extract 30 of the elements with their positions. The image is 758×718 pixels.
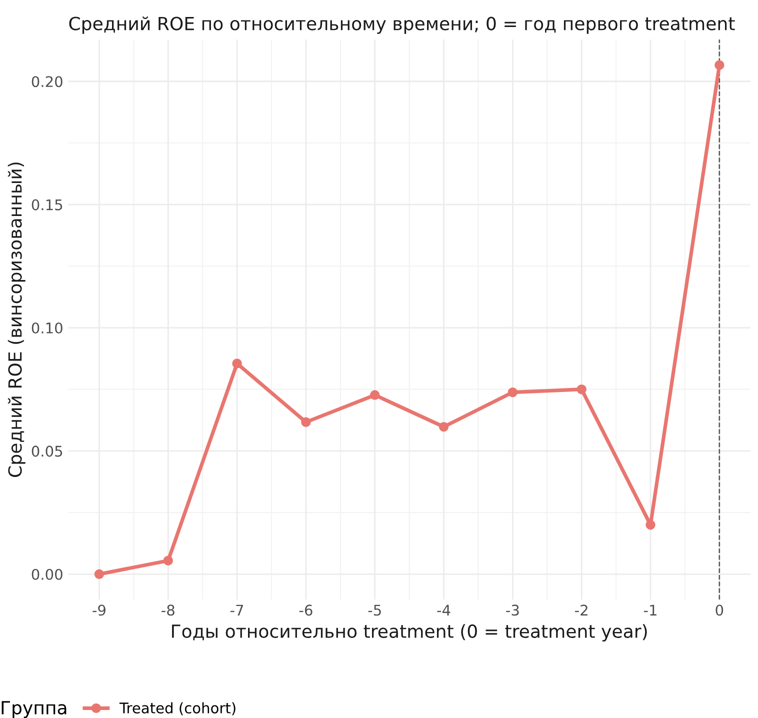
point [163, 556, 173, 566]
x-tick-label: -5 [368, 604, 381, 616]
x-tick-label: -2 [575, 604, 588, 616]
x-tick-label: -3 [506, 604, 519, 616]
x-tick-label: -6 [299, 604, 312, 616]
x-axis-title: Годы относительно treatment (0 = treatment year) [172, 624, 647, 642]
point [370, 390, 380, 400]
point [301, 417, 311, 427]
y-tick-label: 0.00 [32, 568, 62, 580]
x-tick-label: -4 [437, 604, 450, 616]
x-tick-label: 0 [716, 604, 724, 616]
x-tick-label: -8 [162, 604, 174, 616]
point [508, 387, 518, 398]
point [714, 60, 724, 70]
y-tick-label: 0.20 [32, 76, 62, 88]
legend-label: Treated (cohort) [119, 702, 236, 716]
point [646, 520, 656, 530]
y-tick-label: 0.10 [32, 322, 62, 334]
point [438, 422, 449, 432]
y-tick-label: 0.15 [32, 199, 62, 210]
x-tick-label: -7 [230, 604, 244, 616]
point [576, 384, 586, 394]
x-tick-label: -1 [644, 604, 656, 616]
point [94, 569, 104, 580]
chart-title: Средний ROE по относительному времени; 0 = год первого treatment [69, 16, 735, 34]
legend-title: Группа [2, 701, 66, 718]
point [232, 358, 242, 368]
y-tick-label: 0.05 [32, 446, 62, 457]
x-tick-label: -9 [92, 604, 106, 616]
y-axis-title: Средний ROE (винсоризованный) [8, 162, 26, 477]
